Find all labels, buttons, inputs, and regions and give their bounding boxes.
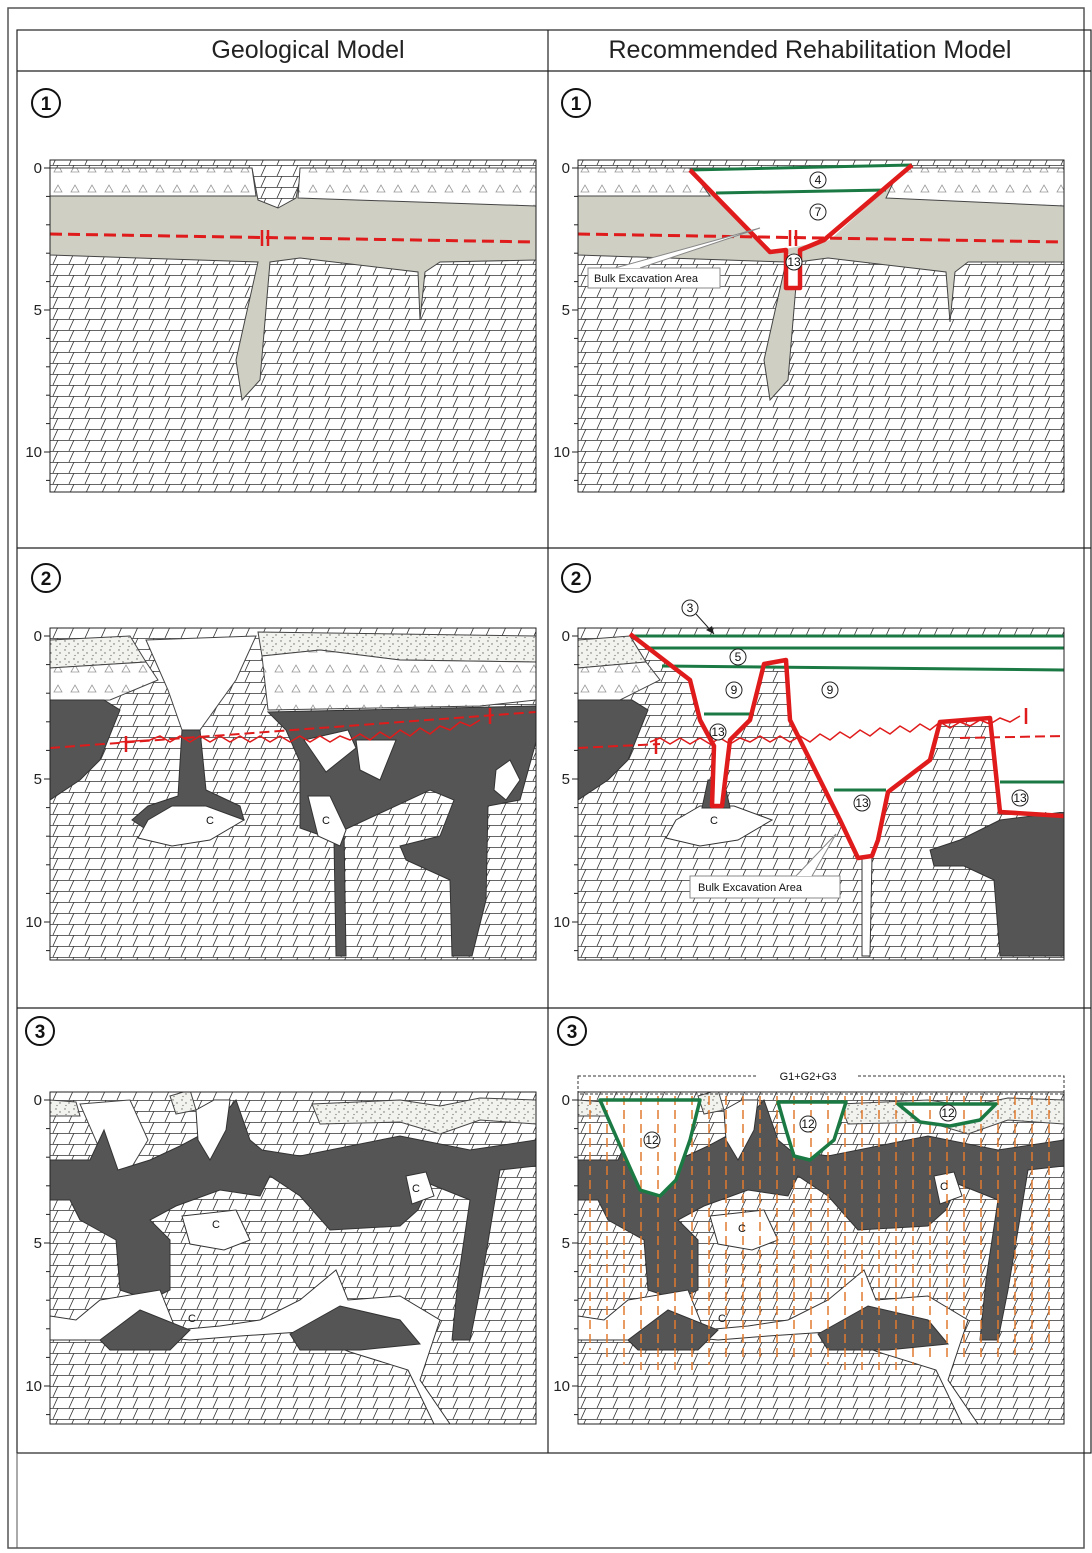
case-number-left-2: 2 [31,563,61,593]
depth-tick-label: 5 [34,302,42,319]
depth-tick-label: 5 [34,1235,42,1252]
header-rehabilitation-model: Recommended Rehabilitation Model [608,36,1011,64]
svg-text:13: 13 [1013,791,1027,805]
svg-text:C: C [718,1313,726,1325]
case-number-right-1: 1 [561,88,591,118]
depth-tick-label: 5 [562,1235,570,1252]
panel-case1-geological [49,159,537,493]
svg-text:1: 1 [41,94,52,115]
depth-tick-label: 0 [34,1092,42,1109]
svg-text:C: C [206,815,214,827]
svg-text:C: C [940,1181,948,1193]
depth-axes: 0 5 10 0 5 10 0 5 10 0 5 10 0 5 10 0 5 10 [25,160,578,1416]
svg-text:3: 3 [687,601,694,615]
case-number-left-3: 3 [25,1016,55,1046]
table-frame [16,29,1092,1454]
depth-tick-label: 10 [25,444,42,461]
grout-columns [589,1096,1050,1370]
panel-case2-geological: C C [49,627,537,961]
depth-tick-label: 0 [562,1092,570,1109]
svg-text:3: 3 [567,1022,578,1043]
marker-13-c: 13 [1011,789,1029,807]
svg-text:3: 3 [35,1022,46,1043]
svg-text:12: 12 [941,1106,955,1120]
depth-tick-label: 10 [553,914,570,931]
callout-bulk-excavation-2: Bulk Excavation Area [689,833,841,899]
svg-text:C: C [212,1219,220,1231]
case-number-right-3: 3 [557,1016,587,1046]
depth-tick-label: 5 [34,771,42,788]
svg-text:5: 5 [735,650,742,664]
svg-text:13: 13 [855,796,869,810]
marker-9-right: 9 [821,681,839,699]
svg-text:C: C [322,815,330,827]
grout-label-bg [758,1068,858,1083]
panel-case3-geological: C C C [49,1091,537,1425]
depth-tick-label: 10 [553,444,570,461]
marker-13: 13 [785,253,803,271]
marker-12-b: 12 [799,1115,817,1133]
depth-tick-label: 5 [562,302,570,319]
depth-tick-label: 10 [25,1378,42,1395]
svg-text:2: 2 [41,569,52,590]
case-number-right-2: 2 [561,563,591,593]
marker-3: 3 [681,599,715,635]
panel-case1-rehabilitation [577,159,1065,493]
marker-12-c: 12 [939,1104,957,1122]
svg-text:C: C [738,1223,746,1235]
svg-text:1: 1 [571,94,582,115]
svg-text:13: 13 [711,725,725,739]
depth-tick-label: 0 [562,628,570,645]
panel-case3-rehabilitation: G1+G2+G3 C C C [577,1068,1065,1425]
svg-text:Bulk Excavation Area: Bulk Excavation Area [698,882,803,894]
grout-label: G1+G2+G3 [780,1071,837,1083]
marker-13-a: 13 [709,723,727,741]
marker-13-b: 13 [853,794,871,812]
svg-text:C: C [710,815,718,827]
figure-border [7,7,1085,1549]
marker-4: 4 [809,171,827,189]
svg-text:12: 12 [645,1133,659,1147]
marker-9-left: 9 [725,681,743,699]
panel-case2-rehabilitation: C [577,627,1065,961]
callout-bulk-excavation-1: Bulk Excavation Area [587,227,761,289]
svg-text:7: 7 [815,205,822,219]
case-number-left-1: 1 [31,88,61,118]
depth-tick-label: 0 [34,628,42,645]
svg-text:4: 4 [815,173,822,187]
marker-5: 5 [729,648,747,666]
svg-text:Bulk Excavation Area: Bulk Excavation Area [594,273,699,285]
depth-tick-label: 0 [562,160,570,177]
marker-12-a: 12 [643,1131,661,1149]
header-geological-model: Geological Model [211,36,404,64]
svg-text:9: 9 [827,683,834,697]
svg-text:C: C [412,1183,420,1195]
svg-text:9: 9 [731,683,738,697]
marker-7: 7 [809,203,827,221]
depth-tick-label: 5 [562,771,570,788]
svg-text:13: 13 [787,255,801,269]
svg-text:2: 2 [571,569,582,590]
depth-tick-label: 0 [34,160,42,177]
depth-tick-label: 10 [553,1378,570,1395]
depth-tick-label: 10 [25,914,42,931]
svg-text:C: C [188,1313,196,1325]
svg-text:12: 12 [801,1117,815,1131]
